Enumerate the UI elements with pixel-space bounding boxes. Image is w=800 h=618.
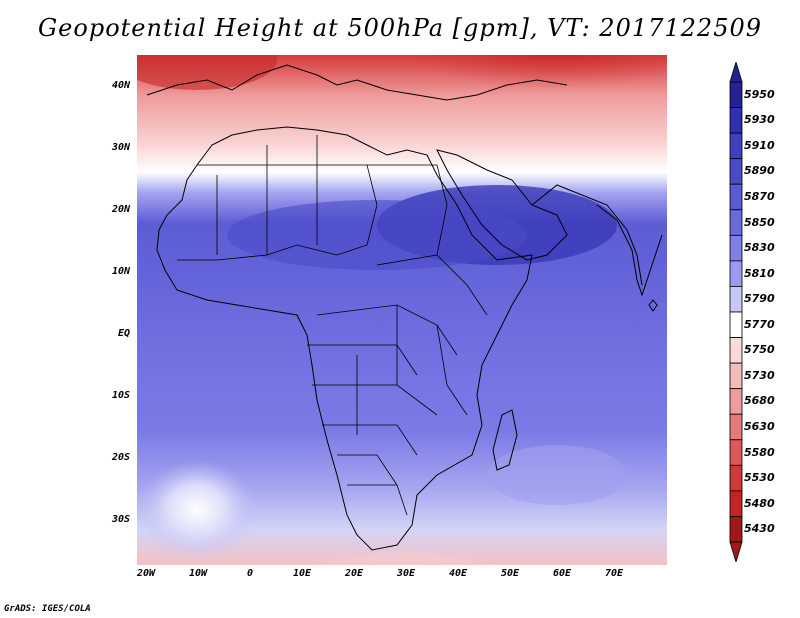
colorbar-level-label: 5890: [744, 164, 775, 178]
colorbar-swatch: [729, 132, 743, 160]
geopotential-map: [137, 55, 667, 565]
lon-label: 20E: [344, 568, 364, 579]
colorbar-swatch: [729, 337, 743, 364]
colorbar: [729, 62, 743, 562]
colorbar-swatch: [729, 311, 743, 338]
lat-label: 30S: [111, 514, 130, 525]
credit-text: GrADS: IGES/COLA: [4, 604, 91, 614]
colorbar-swatch: [729, 286, 743, 313]
lon-label: 70E: [604, 568, 624, 579]
colorbar-swatch: [729, 516, 743, 543]
lon-label: 40E: [448, 568, 468, 579]
lat-label: 30N: [111, 142, 130, 153]
colorbar-level-label: 5810: [744, 266, 775, 280]
colorbar-swatch: [729, 362, 743, 390]
colorbar-level-label: 5770: [744, 317, 775, 331]
low-southwest: [137, 460, 257, 560]
lon-label: 50E: [500, 568, 520, 579]
country-borders: [177, 135, 488, 516]
lon-label: 30E: [396, 568, 416, 579]
colorbar-swatch: [729, 413, 743, 441]
colorbar-level-label: 5630: [744, 420, 775, 433]
lat-label: 10S: [111, 390, 130, 401]
colorbar-swatch: [729, 183, 743, 211]
colorbar-bottom-arrow: [729, 541, 743, 562]
colorbar-level-label: 5910: [744, 138, 775, 152]
plot-title: Geopotential Height at 500hPa [gpm], VT:…: [38, 14, 762, 42]
colorbar-level-label: 5830: [744, 241, 775, 255]
lon-label: 10E: [292, 568, 312, 579]
colorbar-swatch: [729, 209, 743, 236]
colorbar-level-label: 5530: [744, 471, 775, 485]
colorbar-level-label: 5870: [744, 190, 775, 203]
colorbar-level-label: 5930: [744, 113, 775, 127]
colorbar-level-label: 5580: [744, 445, 775, 459]
colorbar-level-label: 5430: [744, 522, 775, 536]
colorbar-level-label: 5480: [744, 496, 775, 510]
lat-label: 10N: [111, 266, 130, 277]
coastlines: [146, 64, 663, 551]
lon-label: 60E: [552, 568, 572, 579]
lon-label: 20W: [136, 568, 156, 579]
colorbar-level-label: 5730: [744, 368, 775, 382]
colorbar-level-label: 5750: [744, 343, 775, 357]
colorbar-top-arrow: [729, 62, 743, 83]
colorbar-level-label: 5680: [744, 394, 775, 408]
colorbar-swatch: [729, 107, 743, 134]
colorbar-level-label: 5850: [744, 215, 775, 229]
lat-label: EQ: [117, 328, 130, 339]
lat-label: 20N: [111, 204, 130, 215]
colorbar-level-label: 5950: [744, 87, 775, 101]
colorbar-swatch: [729, 388, 743, 415]
lon-label: 0: [246, 568, 254, 579]
colorbar-swatch: [729, 490, 743, 517]
colorbar-swatch: [729, 234, 743, 262]
lat-label: 40N: [111, 80, 130, 91]
high-core-sahara: [227, 200, 527, 270]
colorbar-swatch: [729, 158, 743, 185]
colorbar-swatch: [729, 439, 743, 466]
low-south: [295, 535, 509, 565]
colorbar-swatch: [729, 260, 743, 287]
colorbar-level-label: 5790: [744, 292, 775, 306]
colorbar-swatch: [729, 81, 743, 108]
colorbar-swatch: [729, 464, 743, 492]
lon-label: 10W: [188, 568, 208, 579]
lat-label: 20S: [111, 452, 130, 463]
